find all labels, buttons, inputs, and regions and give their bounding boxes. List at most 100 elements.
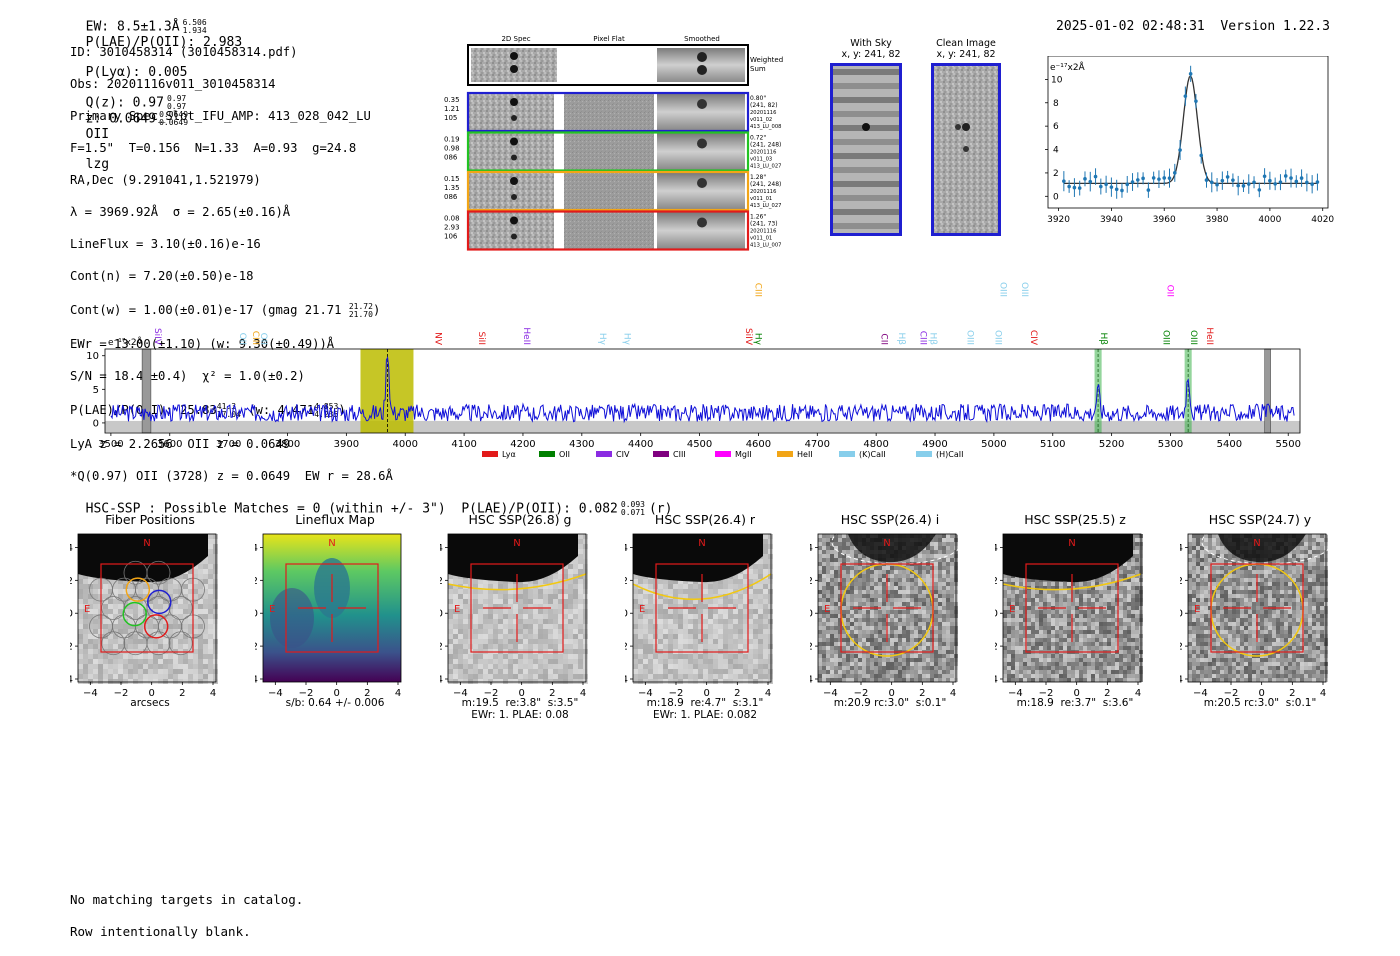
info-obs: Obs: 20201116v011_3010458314 <box>70 76 393 92</box>
clean-image-title: Clean Image x, y: 241, 82 <box>921 38 1011 60</box>
footer-line-1: No matching targets in catalog. <box>70 892 303 908</box>
strip-meta: 20201116 <box>750 110 776 116</box>
ytick-label: −4 <box>625 675 628 686</box>
ytick-label: 0 <box>625 609 628 620</box>
strip-source-blob <box>510 177 518 185</box>
strip-stat: 0.19 <box>444 136 460 144</box>
strip-meta: 1.26" <box>750 214 766 221</box>
ytick-label: 4 <box>995 543 998 554</box>
zoom-data-point <box>1099 185 1103 189</box>
with-sky-coords: x, y: 241, 82 <box>826 49 916 60</box>
zoom-ytick-label: 2 <box>1053 169 1059 179</box>
info-primary: Primary Spec_Slot_IFU_AMP: 413_028_042_L… <box>70 108 393 124</box>
footer-line-2: Row intentionally blank. <box>70 924 303 940</box>
zoom-data-point <box>1062 179 1066 183</box>
hsc-panel: HSC SSP(26.8) gNE−4−2024420−2−4m:19.5 re… <box>440 512 600 732</box>
strip-source-blob <box>510 217 518 225</box>
ytick-label: 2 <box>995 576 998 587</box>
masked-region <box>142 349 151 433</box>
strip-pixel-flat <box>564 94 654 130</box>
hsc-panel-caption: m:18.9 re:3.7" s:3.6" <box>980 697 1170 709</box>
with-sky-image <box>830 63 902 236</box>
masked-region <box>1265 349 1271 433</box>
ytick-label: 0 <box>1180 609 1183 620</box>
sky-stripe <box>830 83 902 89</box>
legend-label: HeII <box>797 450 813 459</box>
zoom-data-point <box>1136 178 1140 182</box>
ytick-label: −4 <box>70 675 73 686</box>
spec-strips-panel: 2D Spec Pixel Flat Smoothed Weighted Sum… <box>444 32 794 257</box>
clean-image-label: Clean Image <box>921 38 1011 49</box>
legend-swatch <box>482 451 498 457</box>
spectrum-ylabel: e⁻¹⁷x2Å <box>108 336 144 348</box>
spectrum-xtick-label: 4800 <box>863 439 888 450</box>
zoom-data-point <box>1221 179 1225 183</box>
zoom-data-point <box>1273 182 1277 186</box>
hsc-panel: HSC SSP(24.7) yNE−4−2024420−2−4m:20.5 rc… <box>1180 512 1340 732</box>
zoom-data-point <box>1115 187 1119 191</box>
strip-source-blob <box>511 194 517 200</box>
strip-stat: 086 <box>444 193 458 201</box>
east-label: E <box>824 604 830 615</box>
ytick-label: 0 <box>995 609 998 620</box>
zoom-data-point <box>1231 178 1235 182</box>
strip-meta: v011_01 <box>750 196 772 202</box>
east-label: E <box>1194 604 1200 615</box>
zoom-data-point <box>1242 184 1246 188</box>
spectrum-xtick-label: 3800 <box>275 439 300 450</box>
sky-source <box>862 123 870 131</box>
strip-source-blob <box>511 234 517 240</box>
zoom-xtick-label: 3980 <box>1206 215 1229 225</box>
ytick-label: −2 <box>70 642 73 653</box>
zoom-ytick-label: 8 <box>1053 99 1059 109</box>
ytick-label: 0 <box>255 609 258 620</box>
strip-meta: (241, 248) <box>750 142 781 149</box>
strip-stat: 106 <box>444 233 458 241</box>
zoom-data-point <box>1295 180 1299 184</box>
spectrum-xtick-label: 5200 <box>1099 439 1124 450</box>
zoom-xtick-label: 4000 <box>1258 215 1281 225</box>
spectrum-xtick-label: 3600 <box>157 439 182 450</box>
zoom-data-point <box>1263 174 1267 178</box>
legend-swatch <box>653 451 669 457</box>
zoom-data-point <box>1104 182 1108 186</box>
ytick-label: 2 <box>440 576 443 587</box>
hsc-panel-caption: arcsecs <box>55 697 245 709</box>
strip-source-blob <box>511 115 517 121</box>
strip-pixel-flat <box>564 213 654 249</box>
legend-label: OII <box>559 450 570 459</box>
ytick-label: −4 <box>810 675 813 686</box>
strip-stat: 086 <box>444 154 458 162</box>
zoom-ytick-label: 4 <box>1053 146 1059 156</box>
strip-pixel-flat <box>564 134 654 170</box>
spectrum-xtick-label: 3500 <box>98 439 123 450</box>
sky-stripe <box>830 139 902 145</box>
header-right: 2025-01-02 02:48:31 Version 1.22.3 <box>1040 4 1330 34</box>
hsc-panel-title: HSC SSP(26.4) i <box>800 512 980 527</box>
info-q: *Q(0.97) OII (3728) z = 0.0649 EW r = 28… <box>70 468 393 484</box>
strip-meta: 1.28" <box>750 174 766 181</box>
strip-source-blob <box>510 138 518 146</box>
zoom-data-point <box>1247 182 1251 186</box>
strip-stat: 0.15 <box>444 175 460 183</box>
zoom-data-point <box>1152 176 1156 180</box>
spectrum-line <box>111 358 1294 422</box>
weighted-sum-label-2: Sum <box>750 65 766 73</box>
strip-meta: (241, 82) <box>750 102 778 109</box>
spectral-line-label: OIII <box>1019 282 1029 297</box>
north-label: N <box>698 538 705 549</box>
strip-meta: 413_LU_007 <box>750 243 781 249</box>
ytick-label: 4 <box>625 543 628 554</box>
zoom-data-point <box>1162 176 1166 180</box>
strip-meta: v011_03 <box>750 157 772 163</box>
strip-meta: 0.80" <box>750 95 766 102</box>
zoom-data-point <box>1189 72 1193 76</box>
ytick-label: −2 <box>625 642 628 653</box>
info-lambda: λ = 3969.92Å σ = 2.65(±0.16)Å <box>70 204 393 220</box>
sky-stripe <box>830 111 902 117</box>
ytick-label: −2 <box>810 642 813 653</box>
